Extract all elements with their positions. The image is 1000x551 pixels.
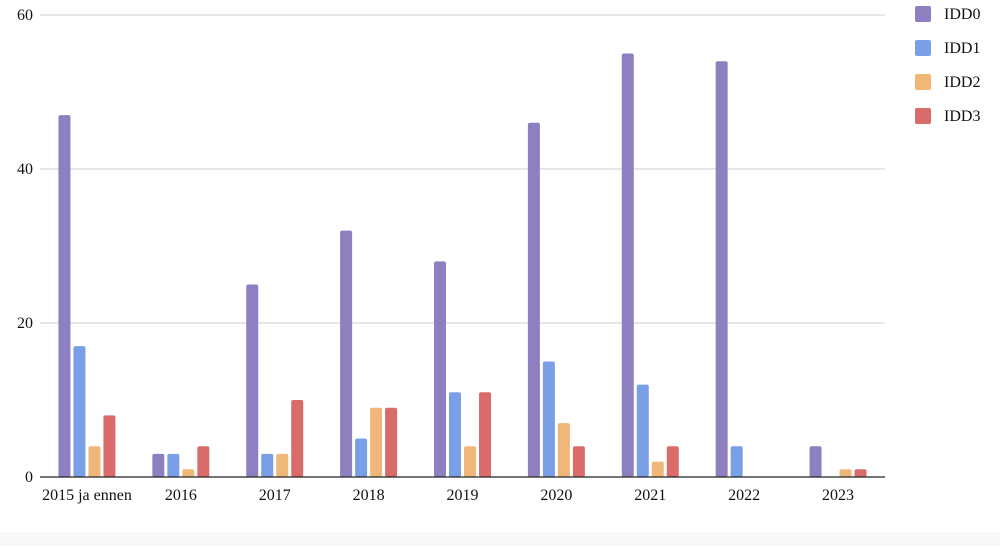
bar-idd2-1 [182,469,195,477]
legend-label-idd0: IDD0 [944,6,980,23]
bar-idd3-1 [197,446,210,477]
bar-idd1-3 [355,438,368,477]
bar-idd2-8 [839,469,852,477]
x-tick-label: 2021 [634,487,666,504]
bar-idd0-1 [152,453,165,477]
legend-swatch-idd0 [915,6,931,22]
y-tick-label: 60 [17,7,33,24]
bar-idd1-4 [449,392,461,477]
bar-idd2-4 [464,446,476,477]
bar-idd3-0 [103,415,116,477]
bar-idd2-0 [88,446,101,477]
bar-idd1-5 [542,361,555,477]
bar-idd3-2 [291,400,304,477]
bar-idd3-6 [666,446,679,477]
x-tick-label: 2018 [353,487,385,504]
bar-idd3-5 [572,446,585,477]
bar-idd2-5 [557,423,570,477]
y-tick-label: 20 [17,315,33,332]
x-tick-label: 2022 [728,487,760,504]
bars [58,53,867,478]
legend-label-idd2: IDD2 [944,74,980,91]
bar-idd1-7 [730,446,743,477]
bar-idd1-2 [261,453,274,477]
x-tick-label: 2017 [259,487,291,504]
bar-idd0-8 [809,446,822,477]
bar-idd0-6 [621,53,634,477]
legend-swatch-idd1 [915,40,931,56]
gridlines [40,14,885,324]
x-tick-label: 2020 [540,487,572,504]
legend-swatch-idd2 [915,74,931,90]
legend: IDD0 IDD1 IDD2 IDD3 [915,6,980,125]
bar-idd0-7 [715,61,728,477]
bar-idd3-4 [479,392,491,477]
bar-idd2-6 [651,461,664,477]
bar-idd0-0 [58,115,71,477]
y-tick-label: 0 [25,469,33,486]
bar-idd0-5 [527,122,540,478]
x-tick-label: 2019 [447,487,479,504]
bar-idd0-2 [246,284,259,477]
bar-idd3-3 [385,407,398,477]
x-tick-label: 2016 [165,487,197,504]
bottom-strip [0,532,1000,546]
bar-idd0-3 [340,230,353,477]
y-tick-label: 40 [17,161,33,178]
x-tick-label: 2023 [822,487,854,504]
bar-idd1-6 [636,384,649,477]
bar-idd1-0 [73,346,86,477]
x-tick-label: 2015 ja ennen [42,487,132,504]
bar-idd2-3 [370,407,383,477]
legend-label-idd3: IDD3 [944,108,980,125]
bar-idd1-1 [167,453,180,477]
bar-idd2-2 [276,453,289,477]
bar-idd3-8 [854,469,867,477]
legend-swatch-idd3 [915,108,931,124]
axes: 0 20 40 60 2015 ja ennen 2016 2017 2018 2019 2020… [17,7,885,504]
bar-idd0-4 [434,261,446,477]
legend-label-idd1: IDD1 [944,40,980,57]
